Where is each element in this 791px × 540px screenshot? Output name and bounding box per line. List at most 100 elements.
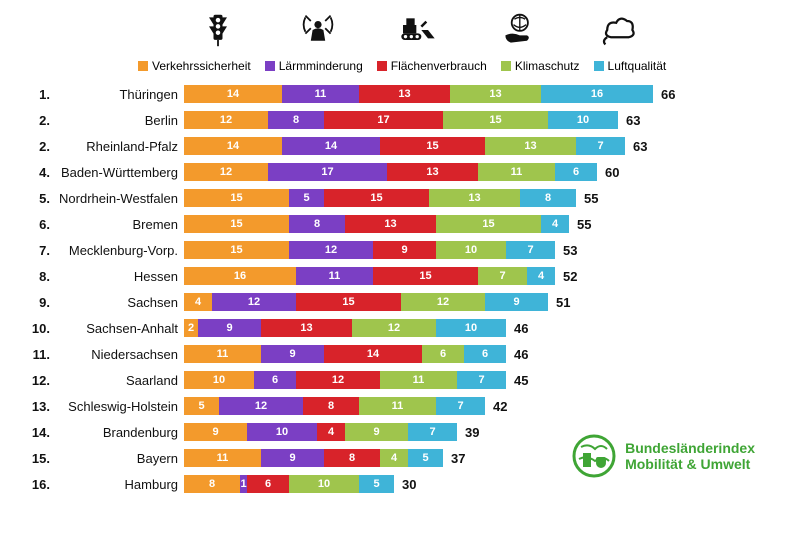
bar-segment: 13 [485, 137, 576, 155]
bar-segment: 12 [184, 111, 268, 129]
total-label: 39 [465, 425, 479, 440]
table-row: 11.Niedersachsen119146646 [18, 343, 773, 365]
state-label: Saarland [50, 373, 184, 388]
bulldozer-icon [398, 12, 438, 53]
bar: 119146646 [184, 345, 744, 363]
traffic-light-icon [198, 12, 238, 53]
bar-segment: 8 [184, 475, 240, 493]
bar-segment: 10 [436, 241, 506, 259]
bar-segment: 11 [478, 163, 555, 181]
rank-label: 5. [18, 191, 50, 206]
total-label: 60 [605, 165, 619, 180]
legend-swatch [377, 61, 387, 71]
total-label: 55 [577, 217, 591, 232]
brand-line2: Mobilität & Umwelt [625, 456, 755, 472]
state-label: Sachsen [50, 295, 184, 310]
bar: 1611157452 [184, 267, 744, 285]
rank-label: 2. [18, 113, 50, 128]
bar-segment: 7 [436, 397, 485, 415]
bar: 2913121046 [184, 319, 744, 337]
bar-segment: 17 [268, 163, 387, 181]
chart: Verkehrssicherheit Lärmminderung Flächenve… [18, 12, 773, 495]
state-label: Hamburg [50, 477, 184, 492]
rank-label: 13. [18, 399, 50, 414]
total-label: 46 [514, 321, 528, 336]
state-label: Rheinland-Pfalz [50, 139, 184, 154]
table-row: 2.Berlin12817151063 [18, 109, 773, 131]
bar-segment: 12 [289, 241, 373, 259]
bar-segment: 12 [296, 371, 380, 389]
legend: Verkehrssicherheit Lärmminderung Flächenve… [138, 59, 773, 73]
bar-segment: 8 [324, 449, 380, 467]
legend-label: Luftqualität [608, 59, 667, 73]
legend-item: Luftqualität [594, 59, 667, 73]
legend-label: Flächenverbrauch [391, 59, 487, 73]
bar-segment: 9 [345, 423, 408, 441]
bar-segment: 15 [184, 189, 289, 207]
state-label: Hessen [50, 269, 184, 284]
bar-segment: 15 [184, 241, 289, 259]
table-row: 1.Thüringen141113131666 [18, 83, 773, 105]
bar-segment: 13 [429, 189, 520, 207]
bar-segment: 13 [345, 215, 436, 233]
table-row: 9.Sachsen4121512951 [18, 291, 773, 313]
state-label: Bremen [50, 217, 184, 232]
state-label: Sachsen-Anhalt [50, 321, 184, 336]
rank-label: 12. [18, 373, 50, 388]
state-label: Mecklenburg-Vorp. [50, 243, 184, 258]
brand-globe-icon [571, 433, 617, 479]
bar-segment: 11 [184, 449, 261, 467]
legend-label: Lärmminderung [279, 59, 363, 73]
bar-segment: 12 [184, 163, 268, 181]
bar-segment: 7 [457, 371, 506, 389]
bar-segment: 7 [478, 267, 527, 285]
bar-segment: 8 [289, 215, 345, 233]
bar-segment: 14 [282, 137, 380, 155]
legend-item: Lärmminderung [265, 59, 363, 73]
bar-segment: 13 [261, 319, 352, 337]
legend-label: Klimaschutz [515, 59, 580, 73]
state-label: Brandenburg [50, 425, 184, 440]
bar: 1581315455 [184, 215, 744, 233]
legend-item: Klimaschutz [501, 59, 580, 73]
bar: 141113131666 [184, 85, 744, 103]
rank-label: 15. [18, 451, 50, 466]
bar-segment: 14 [184, 137, 282, 155]
bar-segment: 7 [506, 241, 555, 259]
bar-segment: 4 [184, 293, 212, 311]
rank-label: 6. [18, 217, 50, 232]
rank-label: 4. [18, 165, 50, 180]
table-row: 5.Nordrhein-Westfalen1551513855 [18, 187, 773, 209]
bar-segment: 12 [219, 397, 303, 415]
bar-segment: 12 [212, 293, 296, 311]
bar-segment: 15 [184, 215, 289, 233]
state-label: Niedersachsen [50, 347, 184, 362]
state-label: Thüringen [50, 87, 184, 102]
bar-segment: 11 [282, 85, 359, 103]
legend-swatch [594, 61, 604, 71]
brand-logo: Bundesländerindex Mobilität & Umwelt [571, 433, 755, 479]
globe-hand-icon [498, 12, 538, 53]
bar-segment: 7 [576, 137, 625, 155]
bar-segment: 6 [254, 371, 296, 389]
table-row: 8.Hessen1611157452 [18, 265, 773, 287]
bar-segment: 11 [380, 371, 457, 389]
total-label: 37 [451, 451, 465, 466]
total-label: 55 [584, 191, 598, 206]
bar-segment: 11 [184, 345, 261, 363]
bar: 512811742 [184, 397, 744, 415]
legend-label: Verkehrssicherheit [152, 59, 251, 73]
bar-segment: 14 [324, 345, 422, 363]
bar-segment: 6 [247, 475, 289, 493]
bar-segment: 10 [548, 111, 618, 129]
bar-segment: 11 [359, 397, 436, 415]
bar-segment: 12 [352, 319, 436, 337]
total-label: 66 [661, 87, 675, 102]
table-row: 4.Baden-Württemberg12171311660 [18, 161, 773, 183]
total-label: 63 [626, 113, 640, 128]
legend-swatch [501, 61, 511, 71]
bar: 12817151063 [184, 111, 744, 129]
bar: 12171311660 [184, 163, 744, 181]
total-label: 52 [563, 269, 577, 284]
bar-segment: 13 [359, 85, 450, 103]
